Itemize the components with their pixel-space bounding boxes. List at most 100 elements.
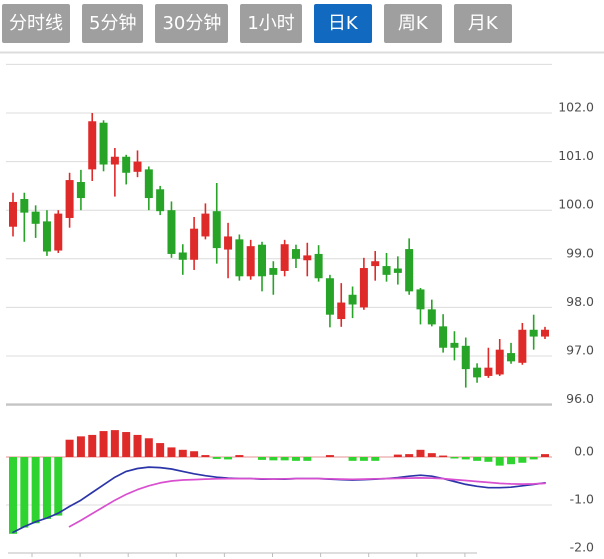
macd-bar-down [54,457,63,516]
candle [258,241,267,292]
candle [393,256,402,285]
candle-body [540,329,549,337]
macd-bar-up [325,455,334,457]
candle-body [144,169,153,199]
candle [518,322,527,365]
candle-body [427,309,436,325]
candle-body [393,268,402,273]
period-button-3[interactable]: 30分钟 [155,4,229,43]
period-button-6[interactable]: 周K [383,4,442,43]
macd-bar-down [495,457,504,466]
candle-body [337,302,346,320]
macd-bar-up [178,449,187,457]
macd-bar-up [540,454,549,457]
macd-bar-up [88,434,97,457]
candle-body [224,236,233,250]
candle-body [31,211,40,224]
candle-body [495,349,504,375]
macd-dif-line [12,466,546,534]
candle [178,244,187,275]
macd-bar-up [167,447,176,457]
candle-body [269,268,278,275]
macd-bar-up [190,451,199,457]
price-gridlines [6,63,552,406]
candle-body [212,211,221,249]
candle [42,210,51,256]
candle-body [42,221,51,252]
candle [507,342,516,364]
macd-bar-down [224,457,233,460]
candle-body [371,261,380,267]
macd-bar-up [144,438,153,457]
price-tick-label: 97.0 [566,343,594,358]
candle [201,203,210,240]
price-axis-labels: 102.0 101.0 100.0 99.0 98.0 97.0 96.0 [558,100,594,407]
candle-body [348,294,357,305]
candle-body [190,228,199,260]
candle [540,326,549,339]
candle-body [529,329,538,337]
candle-body [76,182,85,199]
candle-body [473,367,482,378]
period-button-7[interactable]: 月K [453,4,512,43]
candle [359,257,368,310]
candle-body [65,180,74,218]
macd-bar-up [122,432,131,457]
macd-bar-up [133,434,142,457]
candle-body [235,239,244,277]
candle [382,252,391,282]
macd-tick-label: -2.0 [570,540,594,555]
macd-bar-up [110,430,119,457]
macd-bar-down [258,457,267,460]
candle [473,363,482,383]
macd-dea-line [68,477,546,528]
period-button-2[interactable]: 5分钟 [82,4,144,43]
candle [20,192,29,242]
candle-body [507,353,516,362]
macd-bar-up [439,455,448,458]
candle [9,192,17,237]
macd-bar-up [99,431,108,457]
candle [303,242,312,277]
candle [88,113,97,182]
candle-body [303,255,312,261]
candle [348,286,357,319]
macd-bar-down [529,457,538,460]
candle-body [20,199,29,213]
period-button-4[interactable]: 1小时 [240,4,302,43]
macd-bar-down [212,457,221,459]
candle-body [246,246,255,277]
macd-histogram [9,430,549,534]
candle [495,338,504,376]
macd-bar-down [303,457,312,461]
candle [484,347,493,378]
period-button-5[interactable]: 日K [313,4,372,43]
candle-body [9,201,17,227]
candle [156,185,165,216]
candle [427,299,436,327]
period-button-1[interactable]: 分时线 [2,4,70,43]
macd-bar-up [235,455,244,457]
candle [235,234,244,281]
candle-body [280,244,289,271]
candle [439,314,448,353]
candle [122,154,131,185]
candle-body [201,213,210,237]
macd-bar-down [20,457,29,528]
candle [133,150,142,178]
candle-body [325,278,334,315]
candle-body [484,367,493,376]
macd-bar-down [9,457,17,534]
candle [144,166,153,211]
candle [190,217,199,270]
macd-tick-label: -1.0 [570,492,594,507]
macd-bar-down [291,457,300,461]
chart-area: 102.0 101.0 100.0 99.0 98.0 97.0 96.0 0.0 -1.0 -2… [0,43,604,559]
macd-bar-down [269,457,278,461]
macd-bar-down [473,457,482,461]
macd-bar-down [280,457,289,461]
candle [280,239,289,277]
price-tick-label: 102.0 [558,100,594,115]
macd-bar-down [348,457,357,461]
candle-body [178,252,187,260]
